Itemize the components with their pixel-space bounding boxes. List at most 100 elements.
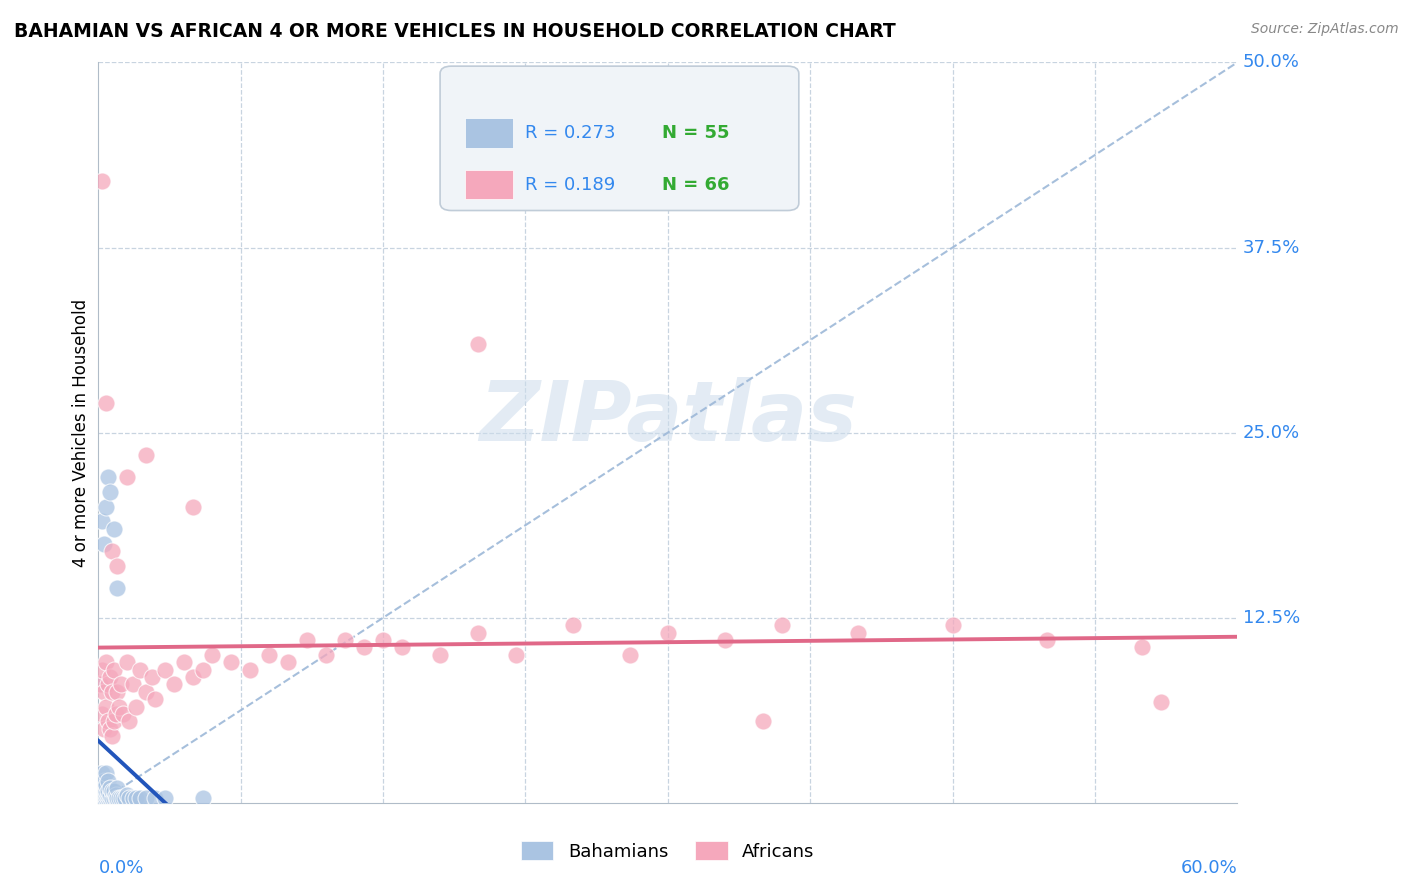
Point bbox=[103, 714, 125, 729]
Point bbox=[467, 625, 489, 640]
Point bbox=[163, 677, 186, 691]
Point bbox=[91, 784, 114, 798]
Point bbox=[98, 780, 121, 795]
Point bbox=[201, 648, 224, 662]
Point bbox=[91, 174, 114, 188]
Point bbox=[93, 685, 115, 699]
Point bbox=[104, 789, 127, 803]
Point bbox=[353, 640, 375, 655]
Point bbox=[94, 655, 117, 669]
Point bbox=[135, 791, 157, 805]
Point bbox=[91, 515, 114, 529]
Point bbox=[505, 648, 527, 662]
FancyBboxPatch shape bbox=[440, 66, 799, 211]
Point bbox=[135, 448, 157, 462]
Point bbox=[115, 789, 138, 803]
Point bbox=[1150, 695, 1173, 709]
Point bbox=[108, 699, 131, 714]
Point bbox=[145, 791, 167, 805]
Point bbox=[97, 677, 120, 691]
Text: 0.0%: 0.0% bbox=[98, 859, 143, 877]
Point bbox=[173, 655, 195, 669]
Point bbox=[108, 791, 131, 805]
Point bbox=[141, 670, 163, 684]
Point bbox=[191, 663, 214, 677]
Point bbox=[97, 714, 120, 729]
Point bbox=[93, 773, 115, 788]
Point bbox=[93, 791, 115, 805]
Point bbox=[114, 791, 136, 805]
Text: N = 55: N = 55 bbox=[662, 124, 730, 142]
Point bbox=[115, 470, 138, 484]
Point bbox=[115, 655, 138, 669]
Legend: Bahamians, Africans: Bahamians, Africans bbox=[513, 834, 823, 868]
Point bbox=[315, 648, 337, 662]
Point bbox=[112, 791, 135, 805]
Point bbox=[107, 780, 129, 795]
Point bbox=[89, 773, 111, 788]
Point bbox=[89, 677, 111, 691]
Point bbox=[125, 699, 148, 714]
Point bbox=[91, 789, 114, 803]
Point bbox=[714, 632, 737, 647]
Point bbox=[98, 789, 121, 803]
Point bbox=[183, 670, 205, 684]
Point bbox=[153, 791, 176, 805]
Point bbox=[942, 618, 965, 632]
Point bbox=[104, 706, 127, 721]
Text: 60.0%: 60.0% bbox=[1181, 859, 1237, 877]
Point bbox=[94, 396, 117, 410]
Point bbox=[93, 778, 115, 792]
Point bbox=[89, 677, 111, 691]
Text: R = 0.189: R = 0.189 bbox=[526, 176, 616, 194]
Point bbox=[125, 791, 148, 805]
Point bbox=[97, 791, 120, 805]
Point bbox=[89, 780, 111, 795]
Point bbox=[94, 699, 117, 714]
Point bbox=[94, 766, 117, 780]
Point bbox=[100, 544, 122, 558]
Text: R = 0.273: R = 0.273 bbox=[526, 124, 616, 142]
Point bbox=[100, 784, 122, 798]
Point bbox=[129, 791, 152, 805]
Text: Source: ZipAtlas.com: Source: ZipAtlas.com bbox=[1251, 22, 1399, 37]
Point bbox=[91, 766, 114, 780]
Point bbox=[1036, 632, 1059, 647]
Point bbox=[93, 722, 115, 736]
Point bbox=[94, 789, 117, 803]
Point bbox=[91, 706, 114, 721]
Point bbox=[110, 677, 132, 691]
Text: 37.5%: 37.5% bbox=[1243, 238, 1301, 257]
Point bbox=[657, 625, 679, 640]
Point bbox=[103, 784, 125, 798]
Point bbox=[129, 663, 152, 677]
Point bbox=[277, 655, 299, 669]
Point bbox=[91, 663, 114, 677]
Point bbox=[97, 784, 120, 798]
Point bbox=[619, 648, 641, 662]
Text: 25.0%: 25.0% bbox=[1243, 424, 1301, 442]
Text: BAHAMIAN VS AFRICAN 4 OR MORE VEHICLES IN HOUSEHOLD CORRELATION CHART: BAHAMIAN VS AFRICAN 4 OR MORE VEHICLES I… bbox=[14, 22, 896, 41]
Point bbox=[103, 791, 125, 805]
Point bbox=[121, 677, 143, 691]
Point bbox=[98, 670, 121, 684]
Point bbox=[112, 706, 135, 721]
Point bbox=[107, 581, 129, 595]
Point bbox=[94, 778, 117, 792]
Point bbox=[121, 791, 143, 805]
Point bbox=[770, 618, 793, 632]
Point bbox=[107, 791, 129, 805]
Point bbox=[97, 773, 120, 788]
Point bbox=[98, 722, 121, 736]
Point bbox=[97, 470, 120, 484]
Point bbox=[846, 625, 869, 640]
Text: 50.0%: 50.0% bbox=[1243, 54, 1301, 71]
Point bbox=[93, 789, 115, 803]
Point bbox=[110, 791, 132, 805]
Point bbox=[135, 685, 157, 699]
Point bbox=[91, 773, 114, 788]
Point bbox=[467, 336, 489, 351]
Point bbox=[391, 640, 413, 655]
Text: N = 66: N = 66 bbox=[662, 176, 730, 194]
Point bbox=[107, 685, 129, 699]
